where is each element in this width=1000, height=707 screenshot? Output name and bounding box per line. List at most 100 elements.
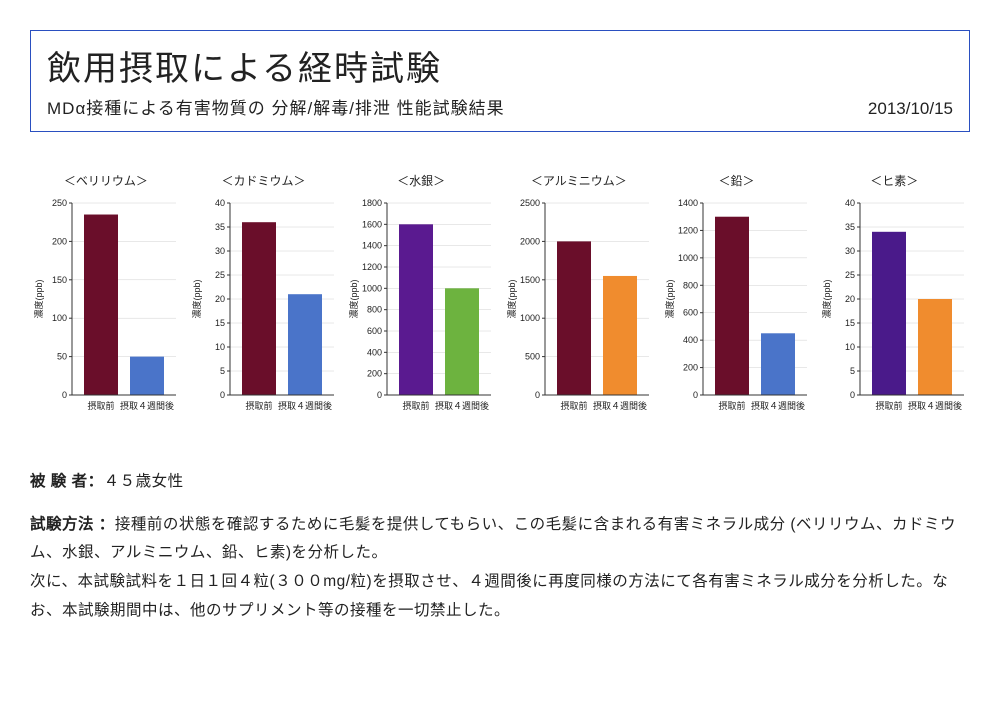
chart-title: ＜ベリリウム＞ [64, 172, 148, 189]
svg-text:濃度(ppb): 濃度(ppb) [664, 279, 675, 318]
chart-title: ＜水銀＞ [397, 172, 445, 189]
bar [399, 224, 433, 395]
svg-text:40: 40 [214, 198, 224, 208]
svg-text:1400: 1400 [362, 241, 382, 251]
svg-text:800: 800 [367, 305, 382, 315]
description-block: 被 験 者：４５歳女性 試験方法 ：接種前の状態を確認するために毛髪を提供しても… [30, 468, 970, 625]
svg-text:摂取前: 摂取前 [560, 400, 587, 411]
svg-text:200: 200 [367, 369, 382, 379]
svg-text:200: 200 [682, 363, 697, 373]
svg-text:10: 10 [845, 342, 855, 352]
svg-text:600: 600 [367, 326, 382, 336]
bar-chart: 0510152025303540摂取前摂取４週間後濃度(ppb) [190, 195, 338, 420]
date: 2013/10/15 [868, 99, 953, 119]
bar-chart: 0200400600800100012001400摂取前摂取４週間後濃度(ppb… [663, 195, 811, 420]
chart-panel-3: ＜アルミニウム＞ 0 500 1000 1500 2000 2500 摂取前摂取４週間後 濃度(… [503, 172, 655, 420]
bar [918, 299, 952, 395]
bar [130, 357, 164, 395]
svg-text:摂取４週間後: 摂取４週間後 [751, 400, 805, 411]
chart-title: ＜鉛＞ [719, 172, 755, 189]
method-label: 試験方法 ： [30, 516, 115, 533]
svg-text:0: 0 [693, 390, 698, 400]
svg-text:400: 400 [367, 347, 382, 357]
svg-text:0: 0 [377, 390, 382, 400]
svg-text:25: 25 [845, 270, 855, 280]
bar-chart: 0510152025303540摂取前摂取４週間後濃度(ppb) [820, 195, 968, 420]
svg-text:400: 400 [682, 335, 697, 345]
subject-line: 被 験 者：４５歳女性 [30, 468, 970, 497]
bar [242, 222, 276, 395]
svg-text:1000: 1000 [677, 253, 697, 263]
svg-text:1400: 1400 [677, 198, 697, 208]
bar [872, 232, 906, 395]
svg-text:500: 500 [525, 352, 540, 362]
svg-text:1800: 1800 [362, 198, 382, 208]
svg-text:1000: 1000 [362, 283, 382, 293]
subject-value: ４５歳女性 [104, 473, 184, 490]
svg-text:30: 30 [845, 246, 855, 256]
svg-text:摂取前: 摂取前 [87, 400, 114, 411]
bar [445, 288, 479, 395]
svg-text:20: 20 [845, 294, 855, 304]
svg-text:0: 0 [62, 390, 67, 400]
svg-text:1600: 1600 [362, 219, 382, 229]
svg-text:摂取前: 摂取前 [876, 400, 903, 411]
svg-text:濃度(ppb): 濃度(ppb) [506, 279, 517, 318]
svg-text:15: 15 [214, 318, 224, 328]
svg-text:摂取４週間後: 摂取４週間後 [908, 400, 962, 411]
method-block: 試験方法 ：接種前の状態を確認するために毛髪を提供してもらい、この毛髪に含まれる… [30, 511, 970, 626]
chart-title: ＜アルミニウム＞ [531, 172, 627, 189]
svg-text:2000: 2000 [520, 236, 540, 246]
svg-text:600: 600 [682, 308, 697, 318]
svg-text:40: 40 [845, 198, 855, 208]
bar [715, 217, 749, 395]
svg-text:30: 30 [214, 246, 224, 256]
svg-text:1500: 1500 [520, 275, 540, 285]
svg-text:20: 20 [214, 294, 224, 304]
bar [84, 215, 118, 395]
header-box: 飲用摂取による経時試験 MDα接種による有害物質の 分解/解毒/排泄 性能試験結… [30, 30, 970, 132]
bar-chart: 050100150200250摂取前摂取４週間後濃度(ppb) [32, 195, 180, 420]
svg-text:摂取４週間後: 摂取４週間後 [277, 400, 331, 411]
svg-text:5: 5 [850, 366, 855, 376]
chart-panel-4: ＜鉛＞0200400600800100012001400摂取前摂取４週間後濃度(… [661, 172, 813, 420]
svg-text:100: 100 [52, 313, 67, 323]
svg-text:50: 50 [57, 352, 67, 362]
svg-text:2500: 2500 [520, 198, 540, 208]
svg-text:35: 35 [845, 222, 855, 232]
svg-text:200: 200 [52, 236, 67, 246]
chart-panel-5: ＜ヒ素＞0510152025303540摂取前摂取４週間後濃度(ppb) [818, 172, 970, 420]
chart-title: ＜ヒ素＞ [870, 172, 918, 189]
svg-text:1000: 1000 [520, 313, 540, 323]
chart-panel-1: ＜カドミウム＞0510152025303540摂取前摂取４週間後濃度(ppb) [188, 172, 340, 420]
svg-text:摂取４週間後: 摂取４週間後 [120, 400, 174, 411]
chart-title: ＜カドミウム＞ [222, 172, 306, 189]
svg-text:35: 35 [214, 222, 224, 232]
svg-text:800: 800 [682, 280, 697, 290]
method-text-1: 接種前の状態を確認するために毛髪を提供してもらい、この毛髪に含まれる有害ミネラル… [30, 516, 956, 562]
bar [557, 241, 591, 395]
bar-chart: 020040060080010001200140016001800摂取前摂取４週… [347, 195, 495, 420]
charts-row: ＜ベリリウム＞050100150200250摂取前摂取４週間後濃度(ppb)＜カ… [30, 172, 970, 420]
svg-text:摂取４週間後: 摂取４週間後 [593, 400, 647, 411]
bar [603, 276, 637, 395]
chart-panel-2: ＜水銀＞020040060080010001200140016001800摂取前… [345, 172, 497, 420]
svg-text:濃度(ppb): 濃度(ppb) [821, 279, 832, 318]
bar [288, 294, 322, 395]
subtitle-row: MDα接種による有害物質の 分解/解毒/排泄 性能試験結果 2013/10/15 [47, 94, 953, 119]
svg-text:10: 10 [214, 342, 224, 352]
page-title: 飲用摂取による経時試験 [47, 41, 953, 90]
bar-chart: 0 500 1000 1500 2000 2500 摂取前摂取４週間後 濃度(ppb) [505, 195, 653, 420]
method-text-2: 次に、本試験試料を１日１回４粒(３００mg/粒)を摂取させ、４週間後に再度同様の… [30, 573, 948, 619]
bar [761, 333, 795, 395]
svg-text:150: 150 [52, 275, 67, 285]
svg-text:0: 0 [850, 390, 855, 400]
svg-text:摂取前: 摂取前 [718, 400, 745, 411]
subject-label: 被 験 者： [30, 473, 104, 490]
svg-text:摂取前: 摂取前 [245, 400, 272, 411]
svg-text:25: 25 [214, 270, 224, 280]
svg-text:0: 0 [535, 390, 540, 400]
chart-panel-0: ＜ベリリウム＞050100150200250摂取前摂取４週間後濃度(ppb) [30, 172, 182, 420]
svg-text:濃度(ppb): 濃度(ppb) [348, 279, 359, 318]
svg-text:濃度(ppb): 濃度(ppb) [191, 279, 202, 318]
